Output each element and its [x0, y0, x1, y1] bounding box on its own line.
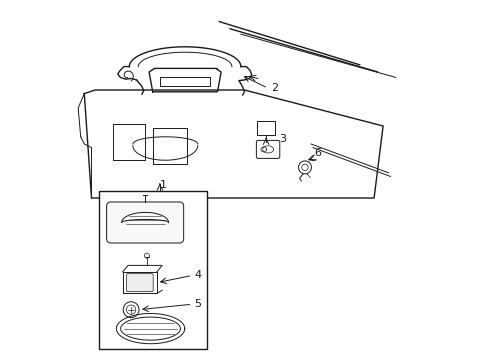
Bar	[99, 191, 206, 349]
Text: 6: 6	[314, 148, 321, 158]
Bar	[257, 121, 275, 135]
Text: 4: 4	[194, 270, 201, 280]
Text: 5: 5	[194, 299, 201, 309]
FancyBboxPatch shape	[126, 274, 153, 292]
Text: 3: 3	[278, 134, 285, 144]
FancyBboxPatch shape	[256, 140, 279, 158]
Text: 2: 2	[271, 83, 278, 93]
Text: 1: 1	[160, 180, 167, 190]
FancyBboxPatch shape	[106, 202, 183, 243]
